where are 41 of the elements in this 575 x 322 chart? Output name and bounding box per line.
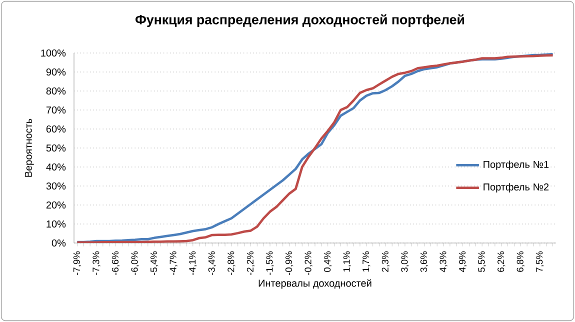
x-tick-label: -3,4% bbox=[208, 251, 216, 276]
x-tick-label: 6,8% bbox=[516, 251, 525, 272]
x-tick-label: 2,3% bbox=[382, 251, 390, 272]
y-tick-label: 60% bbox=[46, 125, 66, 133]
y-tick-label: 30% bbox=[46, 182, 66, 190]
x-tick-label: 7,5% bbox=[536, 251, 544, 272]
x-tick-label: 1,1% bbox=[343, 251, 351, 272]
y-tick-label: 80% bbox=[46, 87, 66, 95]
x-tick-label: -0,9% bbox=[285, 251, 294, 276]
x-tick-label: -4,1% bbox=[189, 251, 197, 276]
x-tick-label: 4,3% bbox=[440, 251, 448, 272]
chart-title: Функция распределения доходностей портфелей bbox=[136, 14, 464, 28]
x-tick-label: -1,5% bbox=[266, 251, 274, 276]
x-tick-label: -4,7% bbox=[170, 251, 178, 276]
x-tick-label: -7,3% bbox=[92, 251, 100, 276]
x-tick-label: 5,5% bbox=[478, 251, 486, 272]
x-tick-label: -5,4% bbox=[150, 251, 158, 276]
y-tick-label: 10% bbox=[46, 220, 66, 228]
x-tick-label: -6,0% bbox=[131, 251, 139, 276]
x-tick-label: 4,9% bbox=[458, 251, 467, 272]
x-tick-label: 1,7% bbox=[362, 251, 370, 272]
x-tick-label: 3,0% bbox=[401, 251, 409, 272]
y-tick-label: 70% bbox=[46, 106, 66, 114]
y-tick-label: 50% bbox=[46, 144, 66, 152]
x-tick-label: -2,2% bbox=[246, 251, 255, 276]
x-tick-label: -0,2% bbox=[304, 251, 312, 276]
x-tick-label: 0,4% bbox=[324, 251, 332, 272]
y-tick-label: 0% bbox=[52, 239, 66, 247]
x-tick-label: 3,6% bbox=[420, 251, 428, 272]
y-tick-label: 90% bbox=[46, 68, 66, 76]
x-tick-label: 6,2% bbox=[498, 251, 506, 272]
legend-label: Портфель №1 bbox=[484, 160, 549, 170]
x-tick-label: -2,8% bbox=[228, 251, 236, 276]
x-tick-label: -6,6% bbox=[112, 251, 120, 276]
x-tick-label: -7,9% bbox=[73, 251, 82, 276]
legend-label: Портфель №2 bbox=[484, 183, 549, 192]
y-axis-title: Вероятность bbox=[24, 118, 34, 177]
y-tick-label: 100% bbox=[41, 49, 66, 57]
x-axis-title: Интервалы доходностей bbox=[258, 279, 372, 289]
y-tick-label: 40% bbox=[46, 163, 66, 171]
y-tick-label: 20% bbox=[46, 201, 66, 209]
